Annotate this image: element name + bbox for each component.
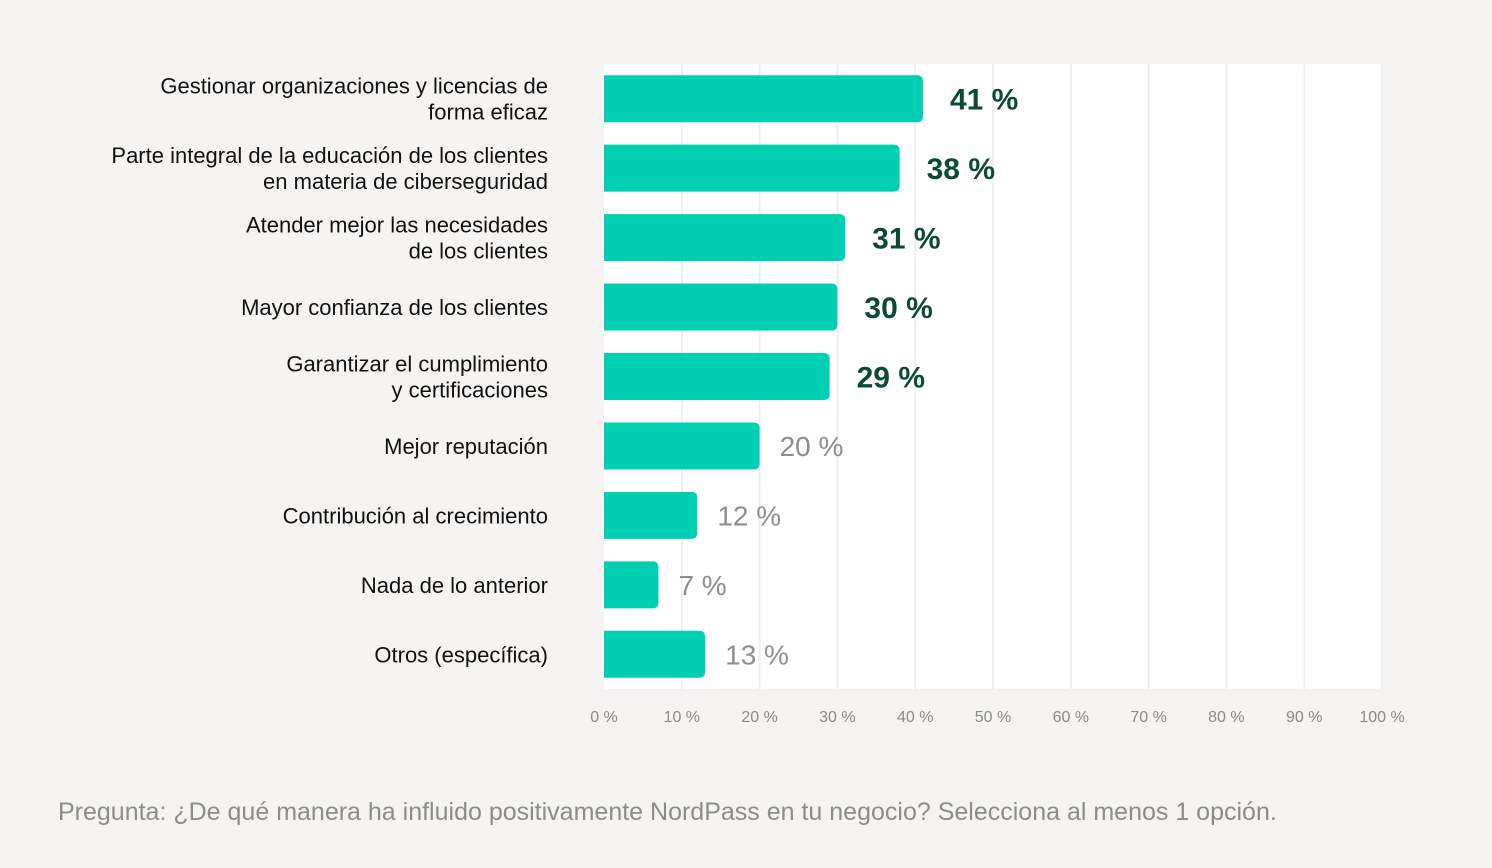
bar bbox=[604, 491, 698, 539]
x-tick-label: 100 % bbox=[1359, 709, 1404, 726]
category-label: Nada de lo anterior bbox=[361, 573, 548, 598]
bar bbox=[604, 630, 706, 678]
category-label-line: Mejor reputación bbox=[384, 434, 548, 459]
bar-value-label: 13 % bbox=[725, 639, 789, 670]
bar-value-label: 12 % bbox=[717, 500, 781, 531]
bar bbox=[604, 283, 838, 331]
x-axis-ticks: 0 % 10 % 20 % 30 % 40 % 50 % 60 % 70 % 80 % 90 % 1… bbox=[590, 709, 1404, 726]
bar bbox=[604, 353, 830, 400]
category-label-line: Garantizar el cumplimiento bbox=[286, 352, 548, 377]
bar-value-label: 20 % bbox=[780, 431, 844, 462]
bar-value-label: 41 % bbox=[950, 84, 1018, 117]
category-label-line: en materia de ciberseguridad bbox=[263, 169, 548, 194]
bar-value-label: 38 % bbox=[927, 153, 995, 186]
bars bbox=[604, 75, 923, 678]
x-tick-label: 30 % bbox=[819, 709, 855, 726]
category-label-line: de los clientes bbox=[409, 239, 548, 264]
bar-value-label: 7 % bbox=[678, 570, 726, 601]
x-tick-label: 80 % bbox=[1208, 709, 1244, 726]
category-labels: Gestionar organizaciones y licencias de f… bbox=[111, 74, 548, 668]
bar-value-label: 29 % bbox=[857, 362, 925, 395]
bar bbox=[604, 75, 923, 123]
bar-value-label: 31 % bbox=[872, 223, 940, 256]
category-label: Garantizar el cumplimiento y certificacio… bbox=[286, 352, 548, 403]
category-label-line: Parte integral de la educación de los cl… bbox=[111, 143, 548, 168]
x-tick-label: 0 % bbox=[590, 709, 618, 726]
x-tick-label: 10 % bbox=[664, 709, 700, 726]
category-label-line: Gestionar organizaciones y licencias de bbox=[160, 74, 548, 99]
category-label: Otros (específica) bbox=[374, 642, 548, 667]
bar bbox=[604, 422, 760, 470]
question-footnote: Pregunta: ¿De qué manera ha influido pos… bbox=[58, 798, 1277, 826]
bar-value-label: 30 % bbox=[864, 292, 932, 325]
bar bbox=[604, 144, 900, 192]
category-label: Gestionar organizaciones y licencias de f… bbox=[160, 74, 548, 125]
category-label-line: y certificaciones bbox=[391, 378, 548, 403]
category-label-line: Otros (específica) bbox=[374, 642, 548, 667]
category-label-line: forma eficaz bbox=[428, 100, 548, 125]
category-label: Atender mejor las necesidades de los clie… bbox=[246, 213, 548, 264]
category-label: Parte integral de la educación de los cl… bbox=[111, 143, 548, 194]
bar bbox=[604, 561, 659, 609]
category-label-line: Mayor confianza de los clientes bbox=[241, 295, 548, 320]
category-label-line: Nada de lo anterior bbox=[361, 573, 548, 598]
x-tick-label: 70 % bbox=[1130, 709, 1166, 726]
x-tick-label: 90 % bbox=[1286, 709, 1322, 726]
x-tick-label: 60 % bbox=[1053, 709, 1089, 726]
category-label: Contribución al crecimiento bbox=[283, 503, 548, 528]
value-labels: 41 % 38 % 31 % 30 % 29 % 20 % 12 % 7 % 13 % bbox=[678, 84, 1018, 671]
bar bbox=[604, 214, 846, 262]
category-label: Mejor reputación bbox=[384, 434, 548, 459]
bar-chart: Gestionar organizaciones y licencias de f… bbox=[111, 64, 1405, 726]
category-label-line: Contribución al crecimiento bbox=[283, 503, 548, 528]
x-tick-label: 50 % bbox=[975, 709, 1011, 726]
category-label-line: Atender mejor las necesidades bbox=[246, 213, 548, 238]
category-label: Mayor confianza de los clientes bbox=[241, 295, 548, 320]
x-tick-label: 40 % bbox=[897, 709, 933, 726]
x-tick-label: 20 % bbox=[741, 709, 777, 726]
